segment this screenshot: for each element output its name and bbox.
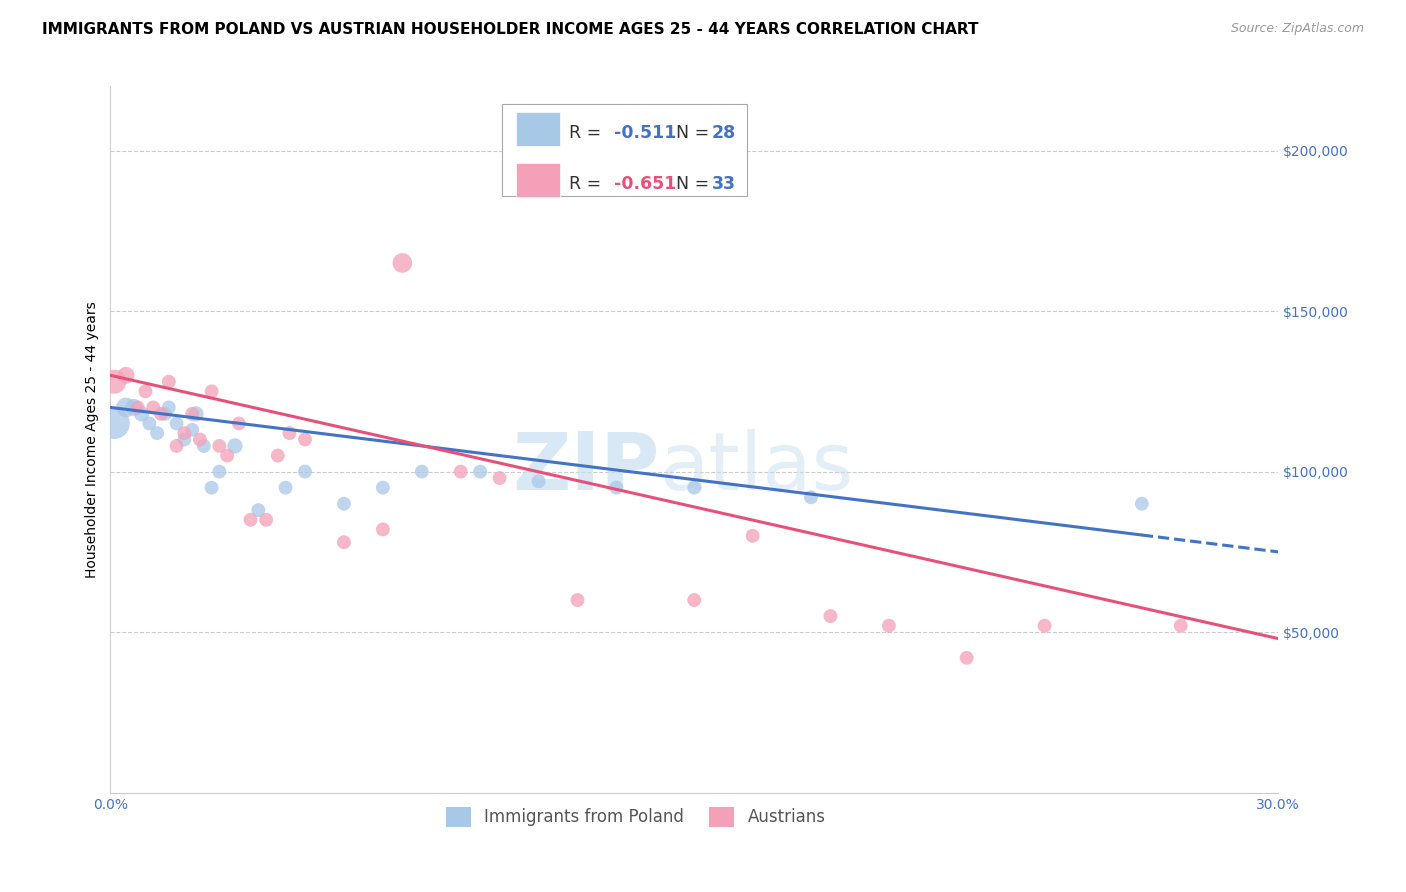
Point [800, 491, 823, 505]
Point [208, 439, 231, 453]
Point [122, 401, 145, 415]
Text: R =: R = [569, 175, 607, 193]
Bar [516, 112, 560, 146]
Point [127, 401, 149, 415]
Point [450, 465, 472, 479]
Point [166, 417, 188, 431]
Text: -0.511: -0.511 [613, 124, 676, 142]
Text: 33: 33 [711, 175, 735, 193]
Point [201, 384, 224, 399]
Y-axis label: Householder Income Ages 25 - 44 years: Householder Income Ages 25 - 44 years [86, 301, 100, 578]
Point [683, 593, 706, 607]
Point [173, 433, 195, 447]
Point [527, 475, 550, 489]
Point [131, 407, 153, 421]
Point [103, 417, 125, 431]
Point [208, 465, 231, 479]
Text: -0.651: -0.651 [613, 175, 676, 193]
Point [411, 465, 433, 479]
Point [1130, 497, 1153, 511]
Point [173, 426, 195, 441]
Text: N =: N = [665, 124, 714, 142]
Point [217, 449, 239, 463]
Point [224, 439, 246, 453]
Point [115, 368, 138, 383]
Point [188, 433, 211, 447]
Point [274, 481, 297, 495]
Point [181, 423, 204, 437]
Text: atlas: atlas [659, 429, 853, 507]
Text: Source: ZipAtlas.com: Source: ZipAtlas.com [1230, 22, 1364, 36]
Point [877, 618, 900, 632]
Point [267, 449, 290, 463]
Point [103, 375, 125, 389]
FancyBboxPatch shape [502, 104, 747, 196]
Text: R =: R = [569, 124, 607, 142]
Point [254, 513, 277, 527]
Point [333, 535, 356, 549]
Point [228, 417, 250, 431]
Point [820, 609, 842, 624]
Text: ZIP: ZIP [512, 429, 659, 507]
Point [138, 417, 160, 431]
Point [1170, 618, 1192, 632]
Point [683, 481, 706, 495]
Point [142, 401, 165, 415]
Point [278, 426, 301, 441]
Point [294, 433, 316, 447]
Point [157, 375, 180, 389]
Point [239, 513, 262, 527]
Point [146, 426, 169, 441]
Point [184, 407, 207, 421]
Text: 28: 28 [711, 124, 735, 142]
Point [193, 439, 215, 453]
Point [153, 407, 176, 421]
Point [115, 401, 138, 415]
Legend: Immigrants from Poland, Austrians: Immigrants from Poland, Austrians [440, 800, 832, 834]
Text: N =: N = [665, 175, 714, 193]
Point [333, 497, 356, 511]
Point [294, 465, 316, 479]
Point [741, 529, 763, 543]
Point [488, 471, 510, 485]
Point [247, 503, 270, 517]
Point [371, 522, 394, 536]
Point [157, 401, 180, 415]
Point [181, 407, 204, 421]
Point [1033, 618, 1056, 632]
Point [470, 465, 492, 479]
Point [201, 481, 224, 495]
Point [956, 650, 979, 665]
Point [567, 593, 589, 607]
Point [391, 256, 413, 270]
Point [605, 481, 627, 495]
Text: IMMIGRANTS FROM POLAND VS AUSTRIAN HOUSEHOLDER INCOME AGES 25 - 44 YEARS CORRELA: IMMIGRANTS FROM POLAND VS AUSTRIAN HOUSE… [42, 22, 979, 37]
Point [166, 439, 188, 453]
Point [150, 407, 173, 421]
Bar [516, 163, 560, 197]
Point [371, 481, 394, 495]
Point [134, 384, 156, 399]
